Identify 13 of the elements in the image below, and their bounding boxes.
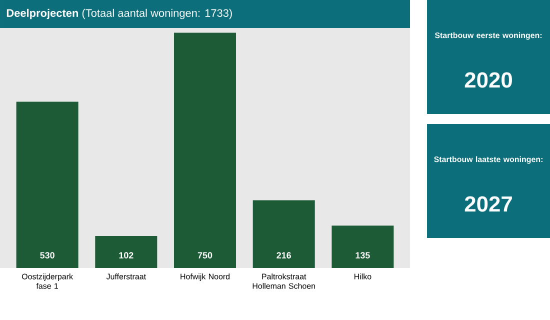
- bar: [95, 236, 158, 268]
- text: 2027: [464, 196, 512, 212]
- data-label: 216: [276, 252, 291, 258]
- chart-title: Deelprojecten (Totaal aantal woningen: 1733): [6, 8, 232, 20]
- bar: [174, 32, 236, 268]
- data-label: 135: [356, 252, 370, 258]
- data-label: 102: [119, 252, 134, 258]
- data-label: 750: [198, 252, 212, 258]
- bar: [16, 102, 78, 268]
- data-label: 530: [40, 252, 54, 258]
- text: 2020: [464, 72, 512, 88]
- bar: [252, 200, 315, 268]
- bar: [332, 226, 394, 268]
